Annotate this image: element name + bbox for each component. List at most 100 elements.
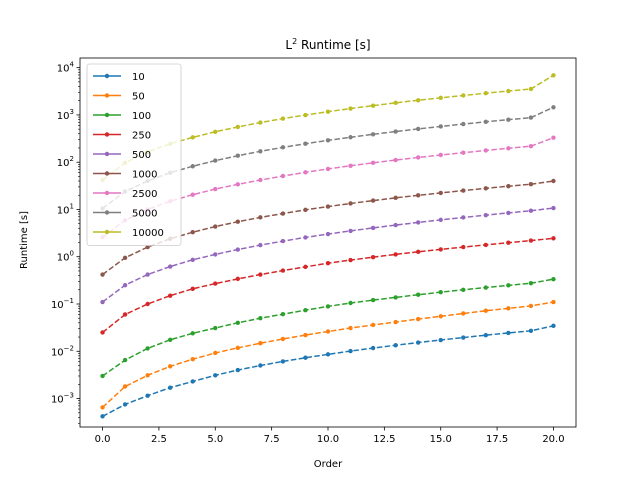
data-point: [370, 160, 376, 166]
data-point: [393, 343, 398, 348]
series-10000: [100, 73, 556, 183]
data-point: [483, 332, 489, 338]
data-point: [280, 211, 286, 216]
data-point: [483, 212, 489, 218]
data-point: [348, 348, 353, 354]
x-axis-label: Order: [314, 459, 343, 470]
y-tick-label: 100: [57, 250, 74, 264]
x-tick-label: 20.0: [542, 434, 564, 445]
series-50: [100, 299, 556, 410]
data-point: [393, 252, 398, 257]
data-point: [303, 112, 308, 118]
data-point: [393, 295, 398, 300]
data-point: [348, 228, 353, 234]
data-point: [506, 146, 511, 151]
data-point: [461, 215, 466, 220]
data-point: [100, 405, 105, 410]
data-point: [506, 210, 511, 216]
data-point: [415, 249, 421, 255]
data-point: [325, 231, 331, 237]
data-point: [145, 373, 150, 378]
data-point: [190, 135, 195, 140]
x-tick-label: 10.0: [317, 434, 339, 445]
data-point: [190, 192, 195, 197]
data-point: [100, 272, 105, 277]
legend-label: 500: [132, 150, 151, 161]
data-point: [370, 254, 376, 260]
data-point: [213, 224, 218, 229]
y-tick-label: 101: [57, 202, 74, 216]
data-point: [280, 359, 286, 364]
data-point: [235, 320, 241, 326]
data-point: [213, 350, 218, 356]
plot-area: [100, 73, 556, 419]
legend-label: 1000: [132, 170, 157, 181]
data-point: [506, 330, 511, 336]
legend: 10 50 100 250 500 1000 2500 5000 10000: [86, 63, 182, 246]
legend-swatch-marker: [104, 112, 110, 118]
data-point: [438, 314, 443, 319]
data-point: [213, 373, 218, 378]
data-point: [415, 193, 421, 198]
data-point: [506, 184, 511, 189]
data-point: [303, 207, 308, 213]
data-point: [167, 364, 173, 369]
data-point: [551, 135, 556, 140]
data-point: [506, 283, 511, 288]
data-point: [280, 336, 286, 342]
data-point: [167, 264, 173, 269]
x-tick-label: 0.0: [95, 434, 111, 445]
data-point: [122, 402, 128, 407]
data-point: [213, 129, 218, 134]
data-point: [258, 272, 263, 277]
y-axis-label: Runtime [s]: [19, 211, 30, 269]
data-point: [528, 208, 534, 213]
data-point: [438, 247, 443, 252]
data-point: [393, 157, 398, 163]
data-point: [415, 316, 421, 322]
data-point: [348, 201, 353, 206]
x-tick-label: 15.0: [430, 434, 452, 445]
data-point: [370, 198, 376, 203]
data-point: [438, 217, 443, 223]
data-point: [280, 268, 286, 273]
legend-swatch-marker: [104, 73, 110, 79]
data-point: [348, 135, 353, 140]
data-point: [551, 299, 556, 305]
data-point: [506, 306, 511, 311]
data-point: [370, 103, 376, 108]
legend-entry-10000: 10000: [93, 228, 164, 239]
data-point: [122, 312, 128, 317]
data-point: [325, 204, 331, 209]
series-10: [100, 323, 556, 419]
data-point: [167, 385, 173, 390]
data-point: [235, 182, 241, 187]
y-tick-label: 103: [57, 108, 74, 122]
data-point: [551, 205, 556, 211]
data-point: [461, 93, 466, 98]
data-point: [258, 215, 263, 220]
data-point: [415, 126, 421, 132]
data-point: [348, 325, 353, 331]
data-point: [258, 341, 263, 346]
data-point: [167, 293, 173, 298]
legend-entry-2500: 2500: [93, 189, 157, 200]
y-tick-label: 10−3: [51, 392, 74, 406]
data-point: [415, 155, 421, 160]
data-point: [461, 287, 466, 292]
data-point: [528, 86, 534, 92]
data-point: [415, 292, 421, 297]
data-point: [235, 153, 241, 158]
series-100: [100, 276, 556, 379]
data-point: [551, 105, 556, 110]
x-tick-label: 5.0: [207, 434, 223, 445]
data-point: [438, 152, 443, 158]
data-point: [506, 117, 511, 122]
data-point: [393, 100, 398, 106]
data-point: [145, 272, 150, 277]
legend-label: 5000: [132, 209, 157, 220]
data-point: [528, 182, 534, 187]
data-point: [303, 264, 308, 270]
data-point: [506, 88, 511, 94]
data-point: [483, 308, 489, 313]
